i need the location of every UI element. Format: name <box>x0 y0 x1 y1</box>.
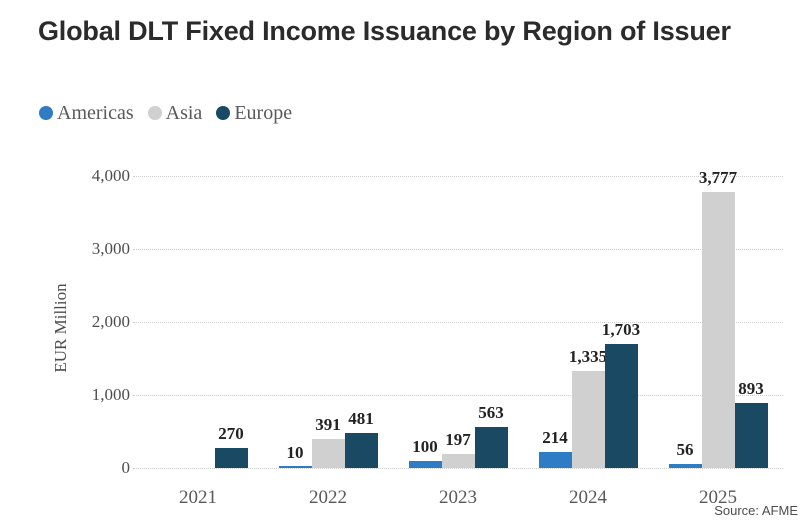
legend-swatch-circle-icon <box>216 106 231 120</box>
chart-legend: Americas Asia Europe <box>39 103 292 123</box>
x-axis-tick-label-2021: 2021 <box>179 487 217 508</box>
bar-value-label: 3,777 <box>698 168 738 188</box>
bar-europe-2021[interactable] <box>214 448 248 468</box>
legend-swatch-circle-icon <box>39 106 53 120</box>
bar-value-label: 391 <box>315 415 341 435</box>
y-axis-tick-labels: 0 1,000 2,000 3,000 4,000 <box>60 0 130 524</box>
y-axis-tick-label: 4,000 <box>91 166 130 185</box>
gridline <box>133 468 783 469</box>
y-axis-tick-label: 0 <box>121 458 131 477</box>
y-axis-tick-label: 2,000 <box>91 312 130 331</box>
bar-americas-2025[interactable] <box>668 463 702 468</box>
bar-europe-2025[interactable] <box>734 402 768 468</box>
y-axis-tick-label: 3,000 <box>91 239 130 258</box>
gridline <box>133 395 783 396</box>
x-axis-tick-label-2023: 2023 <box>439 487 477 508</box>
y-axis-tick-label: 1,000 <box>91 385 130 404</box>
bar-europe-2023[interactable] <box>474 426 508 468</box>
x-axis-tick-label-2022: 2022 <box>309 487 347 508</box>
legend-label-europe: Europe <box>234 102 293 124</box>
bar-americas-2024[interactable] <box>538 452 572 468</box>
bar-asia-2022[interactable] <box>311 439 345 468</box>
legend-label-asia: Asia <box>165 102 203 124</box>
bar-europe-2024[interactable] <box>604 343 638 468</box>
legend-item-asia[interactable]: Asia <box>147 102 203 124</box>
legend-label-americas: Americas <box>57 102 134 124</box>
bar-value-label: 563 <box>478 402 504 422</box>
bar-americas-2023[interactable] <box>408 460 442 468</box>
bar-value-label: 893 <box>738 378 764 398</box>
bar-value-label: 100 <box>412 436 438 456</box>
bars-layer: 270 10 391 481 100 197 563 214 1,335 1,703 56 3,777… <box>133 0 783 524</box>
bar-asia-2023[interactable] <box>441 453 475 468</box>
legend-item-europe[interactable]: Europe <box>216 103 292 123</box>
gridline <box>133 322 783 323</box>
bar-asia-2024[interactable] <box>571 370 605 468</box>
bar-europe-2022[interactable] <box>344 432 378 468</box>
legend-item-americas[interactable]: Americas <box>39 103 134 123</box>
bar-asia-2025[interactable] <box>701 192 735 468</box>
chart-title: Global DLT Fixed Income Issuance by Regi… <box>38 16 731 46</box>
bar-americas-2022[interactable] <box>278 466 312 468</box>
bar-value-label: 10 <box>286 443 304 463</box>
bar-value-label: 270 <box>218 424 244 444</box>
gridline <box>133 249 783 250</box>
bar-value-label: 1,335 <box>568 346 608 366</box>
bar-value-label: 214 <box>542 428 568 448</box>
legend-swatch-circle-icon <box>147 106 162 120</box>
bar-value-label: 481 <box>348 408 374 428</box>
x-axis-tick-label-2025: 2025 <box>699 487 737 508</box>
source-note: Source: AFME <box>714 503 798 518</box>
bar-value-label: 1,703 <box>601 319 641 339</box>
x-axis-tick-label-2024: 2024 <box>569 487 607 508</box>
bar-value-label: 197 <box>445 429 471 449</box>
gridline <box>133 176 783 177</box>
bar-value-label: 56 <box>676 439 694 459</box>
